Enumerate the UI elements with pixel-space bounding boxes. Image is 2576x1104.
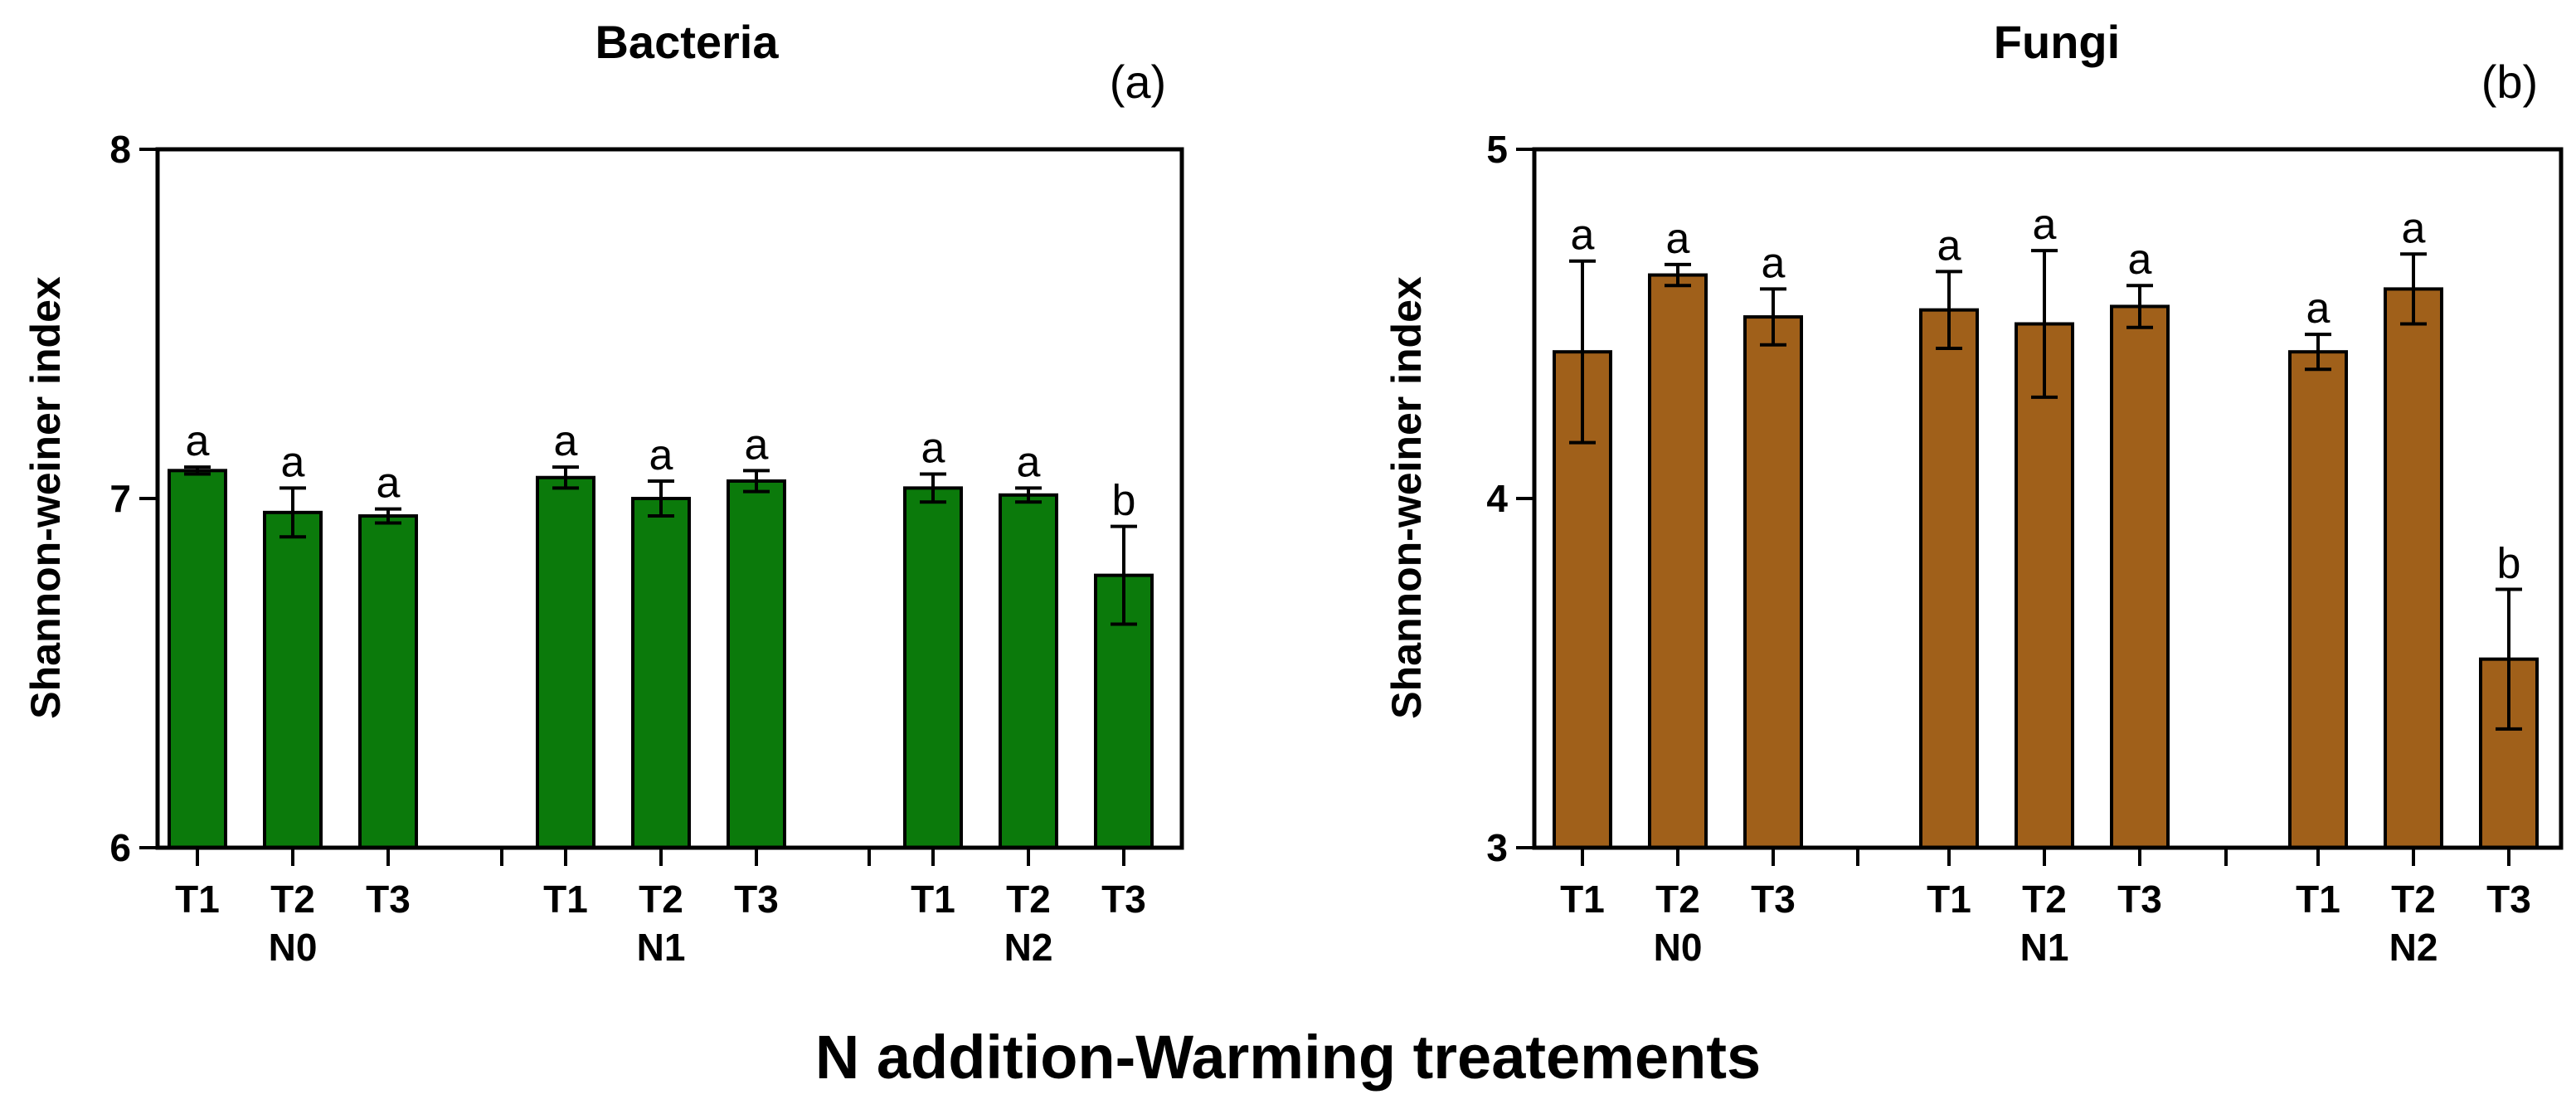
fungi-panel: Fungi (b) Shannon-weiner index a T1 a T2 a T3 N0 a…: [1383, 16, 2564, 969]
bacteria-significance-letter-n2-t1: a: [921, 425, 945, 473]
fungi-error-bar-n1-t1: [1936, 270, 1962, 350]
bacteria-significance-letter-n2-t2: a: [1017, 438, 1041, 486]
bacteria-bar-n2-t1: [903, 486, 963, 849]
fungi-bar-n1-t2: [2015, 322, 2074, 849]
fungi-y-tick-label-3: 3: [1486, 826, 1508, 869]
fungi-significance-letter-n2-t1: a: [2306, 285, 2331, 333]
fungi-y-axis-label: Shannon-weiner index: [1383, 276, 1430, 719]
bacteria-plot-frame: [155, 147, 1184, 850]
fungi-bar-n2-t2: [2384, 287, 2443, 849]
fungi-plot-frame: [1532, 147, 2564, 850]
fungi-significance-letter-n2-t2: a: [2402, 204, 2426, 252]
fungi-x-tick-label-n1-t3: T3: [2117, 878, 2162, 921]
fungi-significance-letter-n1-t3: a: [2128, 236, 2152, 284]
fungi-error-bar-n2-t3: [2496, 587, 2522, 731]
bacteria-error-bar-n0-t3: [375, 507, 401, 525]
fungi-bar-n2-t1: [2288, 350, 2348, 849]
bacteria-y-tick-label-8: 8: [109, 128, 131, 171]
fungi-x-tick-label-n1-t2: T2: [2022, 878, 2067, 921]
fungi-significance-letter-n1-t2: a: [2033, 201, 2057, 249]
bacteria-significance-letter-n1-t1: a: [554, 417, 578, 465]
bacteria-y-axis-label: Shannon-weiner index: [22, 276, 69, 719]
bacteria-x-tick-label-n0-t2: T2: [270, 878, 315, 921]
bacteria-bar-n2-t2: [999, 493, 1058, 849]
bacteria-error-bar-n1-t1: [552, 465, 579, 490]
bacteria-bar-n1-t3: [727, 479, 786, 849]
bacteria-error-bar-n2-t1: [920, 472, 946, 504]
bacteria-error-bar-n1-t3: [743, 469, 770, 494]
fungi-x-tick-label-n2-t1: T1: [2296, 878, 2340, 921]
bacteria-significance-letter-n0-t1: a: [186, 417, 210, 465]
bacteria-group-label-n1: N1: [637, 926, 686, 969]
bacteria-panel-label: (a): [1110, 56, 1166, 108]
bacteria-x-tick-label-n2-t3: T3: [1101, 878, 1146, 921]
bacteria-error-bar-n0-t2: [279, 486, 306, 539]
fungi-bar-n0-t2: [1648, 273, 1708, 849]
bacteria-error-bar-n0-t1: [184, 465, 211, 476]
fungi-x-tick-label-n1-t1: T1: [1927, 878, 1971, 921]
fungi-panel-label: (b): [2481, 56, 2538, 108]
bacteria-error-bar-n2-t3: [1111, 524, 1137, 626]
bacteria-significance-letter-n1-t3: a: [745, 421, 769, 469]
bacteria-bar-n0-t1: [168, 469, 227, 849]
fungi-error-bar-n2-t2: [2400, 252, 2427, 326]
bacteria-error-bar-n1-t2: [648, 479, 674, 518]
fungi-x-tick-label-n0-t2: T2: [1655, 878, 1700, 921]
bacteria-error-bar-n2-t2: [1015, 486, 1042, 504]
bacteria-significance-letter-n0-t2: a: [281, 438, 305, 486]
bacteria-x-tick-label-n0-t1: T1: [175, 878, 220, 921]
fungi-error-bar-n2-t1: [2305, 333, 2331, 372]
fungi-group-label-n2: N2: [2389, 926, 2438, 969]
bacteria-y-tick-label-6: 6: [109, 826, 131, 869]
fungi-y-tick-label-5: 5: [1486, 128, 1508, 171]
bacteria-bar-n0-t3: [358, 514, 418, 849]
fungi-group-label-n0: N0: [1654, 926, 1703, 969]
fungi-y-tick-label-4: 4: [1486, 477, 1508, 520]
fungi-significance-letter-n0-t3: a: [1762, 239, 1786, 287]
bacteria-panel: Bacteria (a) Shannon-weiner index a T1 a T2 a T3…: [22, 16, 1184, 969]
fungi-error-bar-n0-t1: [1569, 259, 1596, 445]
bacteria-x-tick-label-n2-t1: T1: [911, 878, 955, 921]
fungi-x-tick-label-n0-t3: T3: [1751, 878, 1796, 921]
bacteria-group-label-n0: N0: [269, 926, 318, 969]
fungi-x-tick-label-n2-t3: T3: [2486, 878, 2531, 921]
fungi-bar-n0-t3: [1743, 315, 1803, 849]
fungi-error-bar-n0-t2: [1665, 262, 1691, 288]
bacteria-bar-n0-t2: [263, 510, 323, 850]
bacteria-x-tick-label-n1-t1: T1: [543, 878, 588, 921]
fungi-significance-letter-n1-t1: a: [1937, 221, 1961, 270]
bacteria-group-label-n2: N2: [1004, 926, 1053, 969]
bacteria-bar-n1-t2: [631, 497, 691, 849]
bacteria-x-tick-label-n2-t2: T2: [1006, 878, 1051, 921]
fungi-error-bar-n1-t3: [2126, 284, 2153, 329]
fungi-x-tick-label-n2-t2: T2: [2391, 878, 2436, 921]
fungi-group-label-n1: N1: [2020, 926, 2069, 969]
figure-x-axis-label: N addition-Warming treatements: [815, 1023, 1761, 1092]
fungi-error-bar-n1-t2: [2031, 249, 2058, 399]
bacteria-significance-letter-n0-t3: a: [377, 460, 401, 508]
fungi-bar-n1-t1: [1919, 308, 1979, 850]
bacteria-significance-letter-n1-t2: a: [649, 431, 673, 479]
bacteria-chart-title: Bacteria: [595, 16, 779, 68]
bacteria-bar-n1-t1: [536, 475, 595, 849]
bacteria-y-tick-label-7: 7: [109, 477, 131, 520]
fungi-error-bar-n0-t3: [1760, 287, 1786, 347]
fungi-x-tick-label-n0-t1: T1: [1560, 878, 1605, 921]
fungi-chart-title: Fungi: [1994, 16, 2120, 68]
bacteria-significance-letter-n2-t3: b: [1112, 477, 1136, 525]
fungi-significance-letter-n2-t3: b: [2497, 539, 2521, 587]
fungi-bar-n1-t3: [2110, 304, 2170, 849]
bacteria-x-tick-label-n1-t2: T2: [639, 878, 683, 921]
bacteria-x-tick-label-n1-t3: T3: [734, 878, 779, 921]
fungi-significance-letter-n0-t2: a: [1666, 215, 1690, 263]
fungi-significance-letter-n0-t1: a: [1571, 212, 1595, 260]
bacteria-x-tick-label-n0-t3: T3: [366, 878, 411, 921]
